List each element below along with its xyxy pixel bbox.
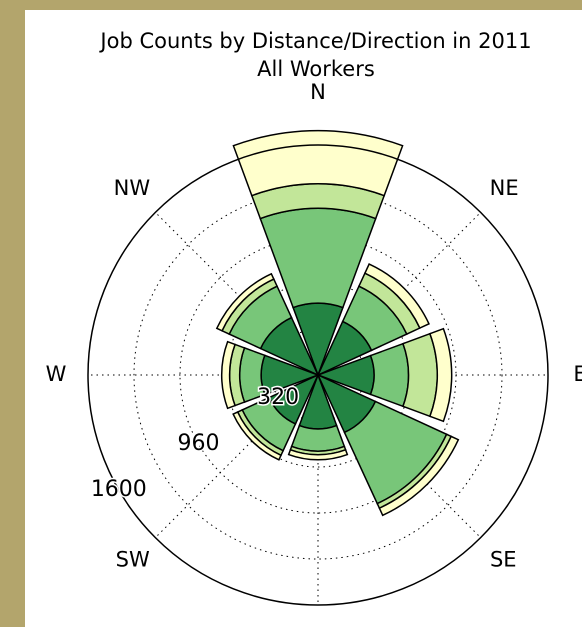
direction-label: SE (490, 547, 517, 571)
grid-circle (133, 190, 503, 560)
bar-segment (221, 340, 237, 410)
r-tick-label: 960 (177, 431, 219, 456)
bar-segment (287, 448, 349, 461)
chart-title: Job Counts by Distance/Direction in 2011 (98, 29, 531, 53)
chart-subtitle: All Workers (257, 57, 375, 81)
r-tick-label: 320 (257, 385, 299, 410)
direction-label: W (46, 362, 67, 386)
direction-label: NW (114, 176, 151, 200)
direction-label: NE (490, 176, 519, 200)
bar-segment (369, 342, 410, 408)
direction-label: SW (116, 547, 150, 571)
bar-segment (428, 327, 453, 423)
direction-label: E (573, 362, 582, 386)
direction-label: S (311, 624, 324, 627)
bar-segment (232, 129, 404, 197)
bar-segment (402, 332, 439, 418)
bar-segment (378, 435, 460, 517)
polar-frame (87, 144, 549, 606)
bar-segment (290, 424, 346, 452)
r-tick-label: 1600 (91, 477, 147, 502)
direction-label: N (310, 80, 326, 104)
bar-segment (232, 411, 282, 461)
bar-segment (215, 272, 275, 332)
bar-segment (363, 263, 430, 330)
